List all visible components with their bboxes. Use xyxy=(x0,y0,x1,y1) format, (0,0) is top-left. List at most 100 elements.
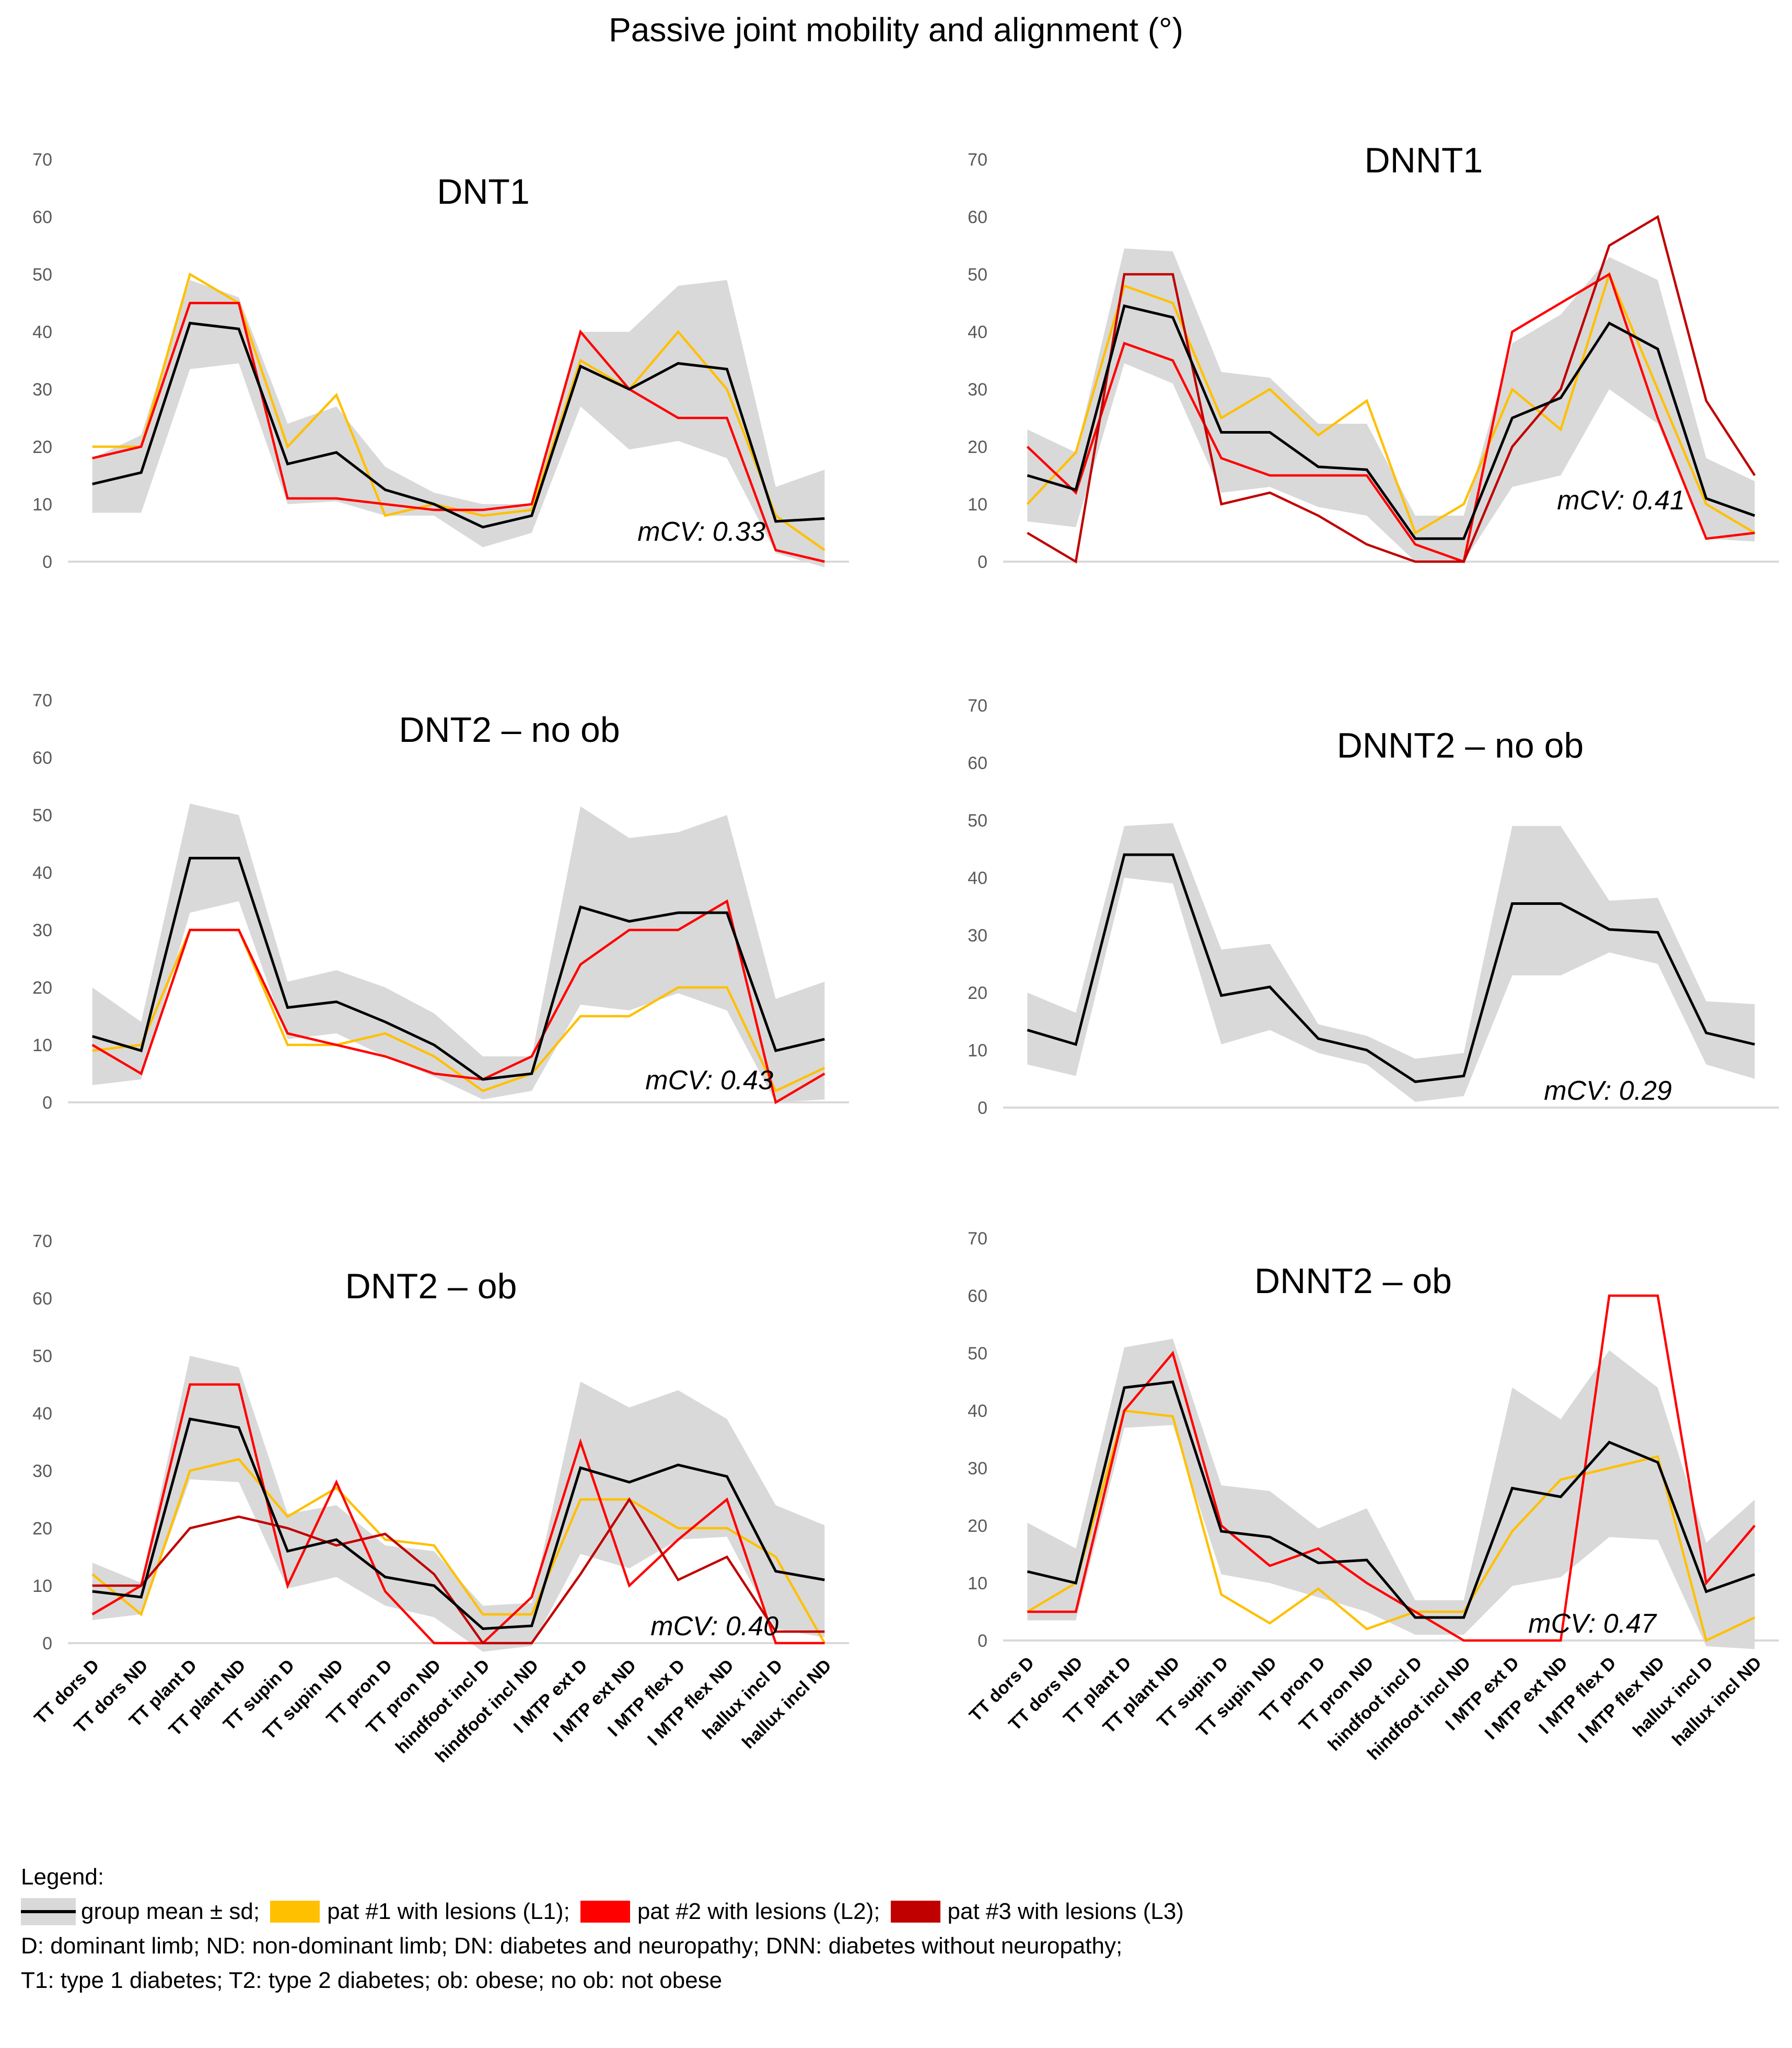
chart2-y-tick-label: 70 xyxy=(968,150,987,170)
charts-canvas: 0 10 20 30 40 50 60 70 DNT1 mCV: 0.33 0 10 20 30 40 50 6… xyxy=(30,141,1779,1766)
chart6-mcv-label: mCV: 0.47 xyxy=(1528,1609,1657,1639)
chart3-series-mean-line xyxy=(91,857,825,1081)
chart5-series-l1-line xyxy=(91,1458,826,1644)
chart2-sd-band xyxy=(1027,248,1755,562)
chart2-mcv-label: mCV: 0.41 xyxy=(1557,485,1685,516)
legend-l1-swatch xyxy=(270,1901,320,1923)
chart1-y-tick-label: 0 xyxy=(42,552,52,572)
chart2-series-l1-line xyxy=(1026,271,1755,535)
legend-note-abbrev: D: dominant limb; ND: non-dominant limb;… xyxy=(21,1933,1123,1959)
chart4-y-tick-label: 0 xyxy=(978,1098,987,1118)
chart1-y-tick-label: 20 xyxy=(32,437,52,457)
chart2-title: DNNT1 xyxy=(1365,141,1483,180)
chart6-series-l1-line xyxy=(1027,1409,1755,1643)
chart1-sd-band xyxy=(92,280,825,567)
legend-items: group mean ± sd; pat #1 with lesions (L1… xyxy=(21,1894,1184,1929)
chart2-y-tick-label: 0 xyxy=(978,552,987,572)
chart1-y-tick-label: 40 xyxy=(32,322,52,342)
chart2-y-tick-label: 40 xyxy=(968,322,987,342)
chart6-title: DNNT2 – ob xyxy=(1254,1261,1452,1301)
chart5-y-tick-label: 60 xyxy=(32,1289,52,1309)
chart1-series-l2-line xyxy=(92,301,825,563)
chart6-x-category-label: I MTP flex ND xyxy=(1575,1653,1669,1747)
chart6-y-tick-label: 60 xyxy=(968,1286,987,1306)
chart5-title: DNT2 – ob xyxy=(345,1266,517,1306)
chart2-y-tick-label: 10 xyxy=(968,495,987,515)
chart3-y-tick-label: 40 xyxy=(32,863,52,883)
chart5-x-category-label: hallux incl ND xyxy=(738,1656,835,1753)
chart5-y-tick-label: 0 xyxy=(42,1634,52,1654)
chart6-series-mean-line xyxy=(1027,1380,1755,1619)
chart3-y-tick-label: 50 xyxy=(32,806,52,825)
chart4-mcv-label: mCV: 0.29 xyxy=(1544,1076,1672,1106)
chart4-y-tick-label: 60 xyxy=(968,753,987,773)
chart5-mcv-label: mCV: 0.40 xyxy=(650,1611,778,1642)
chart5-series-l2-line xyxy=(91,1383,825,1645)
legend-l1-label: pat #1 with lesions (L1); xyxy=(327,1899,570,1924)
chart6-y-tick-label: 20 xyxy=(968,1516,987,1536)
legend-note-groups: T1: type 1 diabetes; T2: type 2 diabetes… xyxy=(21,1968,723,1993)
chart2-y-tick-label: 30 xyxy=(968,380,987,400)
chart6-series-l2-line xyxy=(1027,1294,1756,1642)
chart6-sd-band xyxy=(1027,1339,1755,1649)
chart1-title: DNT1 xyxy=(437,172,530,212)
chart6-x-category-label: hallux incl ND xyxy=(1668,1653,1765,1750)
chart6-y-tick-label: 0 xyxy=(978,1631,987,1651)
chart4-y-tick-label: 20 xyxy=(968,983,987,1003)
chart3-sd-band xyxy=(92,804,825,1102)
chart5-y-tick-label: 70 xyxy=(32,1231,52,1251)
chart3-y-tick-label: 10 xyxy=(32,1035,52,1055)
chart4-y-tick-label: 30 xyxy=(968,926,987,946)
chart3-y-tick-label: 0 xyxy=(42,1093,52,1113)
chart3-y-tick-label: 70 xyxy=(32,691,52,711)
chart6-x-category-label: I MTP ext ND xyxy=(1481,1653,1572,1743)
figure-title: Passive joint mobility and alignment (°) xyxy=(609,11,1183,49)
chart6-y-tick-label: 70 xyxy=(968,1229,987,1249)
chart1-mcv-label: mCV: 0.33 xyxy=(637,517,765,547)
chart2-y-tick-label: 50 xyxy=(968,265,987,285)
chart2-y-tick-label: 20 xyxy=(968,437,987,457)
chart4-y-tick-label: 50 xyxy=(968,811,987,831)
chart4-sd-band xyxy=(1027,823,1755,1102)
chart5-sd-band xyxy=(92,1356,825,1652)
chart2-series-mean-line xyxy=(1027,304,1755,540)
chart5-y-tick-label: 10 xyxy=(32,1576,52,1596)
chart5-series-mean-line xyxy=(92,1417,825,1631)
chart3-mcv-label: mCV: 0.43 xyxy=(645,1065,773,1096)
chart6-y-tick-label: 50 xyxy=(968,1344,987,1364)
legend-heading: Legend: xyxy=(21,1864,104,1890)
legend: Legend: group mean ± sd; pat #1 with les… xyxy=(21,1860,1184,1998)
chart5-y-tick-label: 50 xyxy=(32,1346,52,1366)
chart5-y-tick-label: 40 xyxy=(32,1404,52,1424)
chart1-series-mean-line xyxy=(92,321,825,529)
legend-band-label: group mean ± sd; xyxy=(81,1899,260,1924)
chart3-y-tick-label: 20 xyxy=(32,978,52,998)
chart4-y-tick-label: 70 xyxy=(968,696,987,716)
chart2-series-l2-line xyxy=(1026,272,1755,563)
chart2-y-tick-label: 60 xyxy=(968,207,987,227)
chart3-series-l2-line xyxy=(91,899,825,1104)
chart4-y-tick-label: 40 xyxy=(968,868,987,888)
chart1-y-tick-label: 50 xyxy=(32,265,52,285)
chart5-y-tick-label: 30 xyxy=(32,1461,52,1481)
chart1-y-tick-label: 60 xyxy=(32,207,52,227)
chart3-title: DNT2 – no ob xyxy=(399,710,620,750)
chart4-series-mean-line xyxy=(1027,853,1755,1084)
chart3-y-tick-label: 60 xyxy=(32,748,52,768)
chart5-y-tick-label: 20 xyxy=(32,1519,52,1539)
chart3-y-tick-label: 30 xyxy=(32,921,52,940)
chart2-series-l3-line xyxy=(1027,215,1756,564)
chart6-y-tick-label: 40 xyxy=(968,1401,987,1421)
chart1-y-tick-label: 10 xyxy=(32,495,52,515)
legend-l3-swatch xyxy=(890,1901,940,1923)
chart6-y-tick-label: 30 xyxy=(968,1459,987,1479)
legend-band-swatch xyxy=(21,1898,76,1925)
legend-l2-swatch xyxy=(580,1901,630,1923)
legend-l3-label: pat #3 with lesions (L3) xyxy=(947,1899,1184,1924)
chart4-y-tick-label: 10 xyxy=(968,1041,987,1061)
chart6-y-tick-label: 10 xyxy=(968,1574,987,1593)
chart4-title: DNNT2 – no ob xyxy=(1337,726,1584,765)
chart1-y-tick-label: 70 xyxy=(32,150,52,170)
legend-l2-label: pat #2 with lesions (L2); xyxy=(637,1899,880,1924)
chart5-x-category-label: I MTP flex ND xyxy=(644,1656,738,1750)
